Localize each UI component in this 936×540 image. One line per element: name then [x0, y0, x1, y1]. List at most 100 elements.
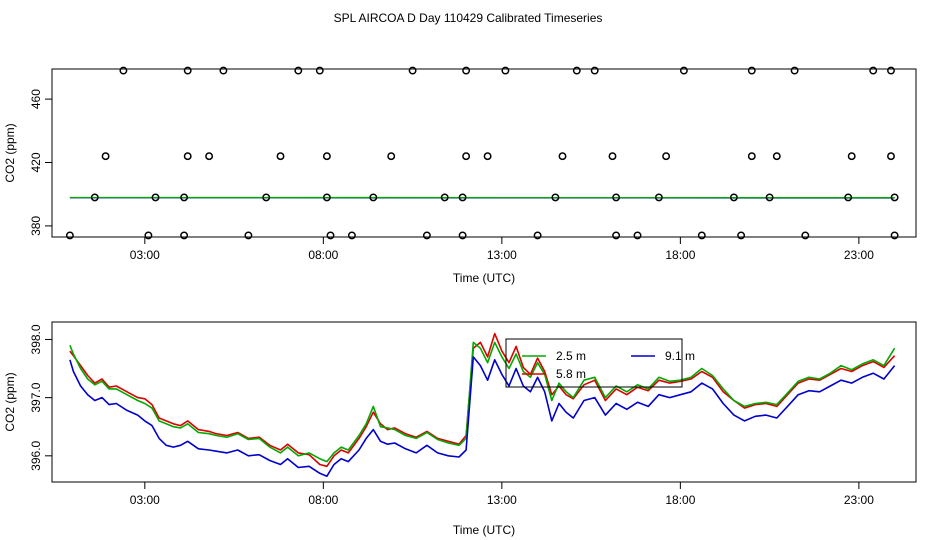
calibration-point	[458, 231, 467, 240]
calibration-point	[662, 152, 671, 161]
y-tick-label: 396.0	[29, 440, 43, 470]
chart-title: SPL AIRCOA D Day 110429 Calibrated Times…	[334, 11, 603, 25]
y-tick-label: 420	[29, 152, 43, 172]
calibration-point	[276, 152, 285, 161]
y-axis-label: CO2 (ppm)	[3, 372, 17, 431]
y-axis: 396.0 397.0 398.0	[29, 324, 52, 471]
x-tick-label: 08:00	[308, 248, 338, 262]
calibration-point	[801, 231, 810, 240]
y-axis-label: CO2 (ppm)	[3, 123, 17, 182]
x-axis-label: Time (UTC)	[453, 523, 515, 537]
x-tick-label: 23:00	[844, 248, 874, 262]
x-tick-label: 13:00	[487, 248, 517, 262]
calibration-point	[294, 66, 303, 75]
legend-label: 2.5 m	[556, 349, 586, 363]
calibration-point	[151, 193, 160, 202]
x-tick-label: 03:00	[130, 493, 160, 507]
calibration-point	[322, 152, 331, 161]
calibration-point	[483, 152, 492, 161]
series-line-2-5-m	[69, 341, 896, 463]
series-layer	[69, 196, 895, 199]
calibration-point	[315, 66, 324, 75]
calibration-point	[633, 231, 642, 240]
calibration-point	[180, 193, 189, 202]
calibration-point	[844, 193, 853, 202]
calibration-point	[572, 66, 581, 75]
x-tick-label: 08:00	[308, 493, 338, 507]
timeseries-panel: 03:00 08:00 13:00 18:00 23:00 396.0 397.0 398.…	[3, 321, 917, 537]
calibration-point	[90, 193, 99, 202]
calibration-point	[205, 152, 214, 161]
calibration-point	[440, 193, 449, 202]
y-tick-label: 380	[29, 216, 43, 236]
calibration-point	[533, 231, 542, 240]
calibration-point	[369, 193, 378, 202]
calibration-point	[65, 231, 74, 240]
series-line-9-1-m	[69, 356, 896, 478]
calibration-point	[697, 231, 706, 240]
calibration-point	[890, 231, 899, 240]
x-tick-label: 13:00	[487, 493, 517, 507]
calibration-point	[887, 152, 895, 161]
x-axis: 03:00 08:00 13:00 18:00 23:00	[130, 237, 874, 262]
calibration-point	[847, 152, 856, 161]
calibration-point	[119, 66, 128, 75]
x-axis: 03:00 08:00 13:00 18:00 23:00	[130, 482, 874, 507]
calibration-point	[747, 152, 756, 161]
calibration-point	[772, 152, 781, 161]
calibration-point	[462, 66, 471, 75]
calibration-point	[765, 193, 774, 202]
legend: 2.5 m 9.1 m 5.8 m	[505, 338, 695, 388]
calibration-point	[326, 231, 335, 240]
calibration-point	[869, 66, 878, 75]
calibration-point	[183, 66, 192, 75]
calibration-point	[347, 231, 356, 240]
plot-frame	[51, 321, 917, 483]
calibration-point	[608, 152, 617, 161]
calibration-point	[590, 66, 599, 75]
calibration-point	[729, 193, 738, 202]
calibration-point	[408, 66, 417, 75]
y-tick-label: 398.0	[29, 324, 43, 354]
calibration-point	[679, 66, 688, 75]
calibration-point	[747, 66, 756, 75]
points-layer	[65, 66, 899, 240]
calibration-point	[387, 152, 396, 161]
y-tick-label: 397.0	[29, 382, 43, 412]
calibration-point	[322, 193, 331, 202]
calibration-point	[458, 193, 467, 202]
legend-label: 9.1 m	[665, 349, 695, 363]
calibration-point	[244, 231, 253, 240]
calibration-point	[262, 193, 271, 202]
calibration-point	[612, 193, 621, 202]
calibration-point	[183, 152, 192, 161]
calibration-point	[462, 152, 471, 161]
calibration-point	[180, 231, 189, 240]
x-tick-label: 03:00	[130, 248, 160, 262]
calibration-point	[890, 193, 899, 202]
calibration-panel: 03:00 08:00 13:00 18:00 23:00 380 420 460 Time…	[3, 66, 917, 285]
x-tick-label: 18:00	[665, 248, 695, 262]
x-tick-label: 18:00	[665, 493, 695, 507]
calibration-point	[144, 231, 153, 240]
calibration-point	[887, 66, 895, 75]
series-layer	[69, 332, 896, 478]
y-axis: 380 420 460	[29, 89, 52, 236]
calibration-point	[790, 66, 799, 75]
y-tick-label: 460	[29, 89, 43, 109]
calibration-point	[551, 193, 560, 202]
calibration-point	[219, 66, 228, 75]
calibration-point	[422, 231, 431, 240]
calibration-point	[737, 231, 746, 240]
x-tick-label: 23:00	[844, 493, 874, 507]
legend-label: 5.8 m	[556, 367, 586, 381]
calibration-point	[654, 193, 663, 202]
x-axis-label: Time (UTC)	[453, 271, 515, 285]
calibration-point	[501, 66, 510, 75]
calibration-point	[558, 152, 567, 161]
legend-box	[505, 338, 683, 388]
calibration-point	[612, 231, 621, 240]
calibration-point	[101, 152, 110, 161]
plot-frame	[51, 68, 917, 238]
